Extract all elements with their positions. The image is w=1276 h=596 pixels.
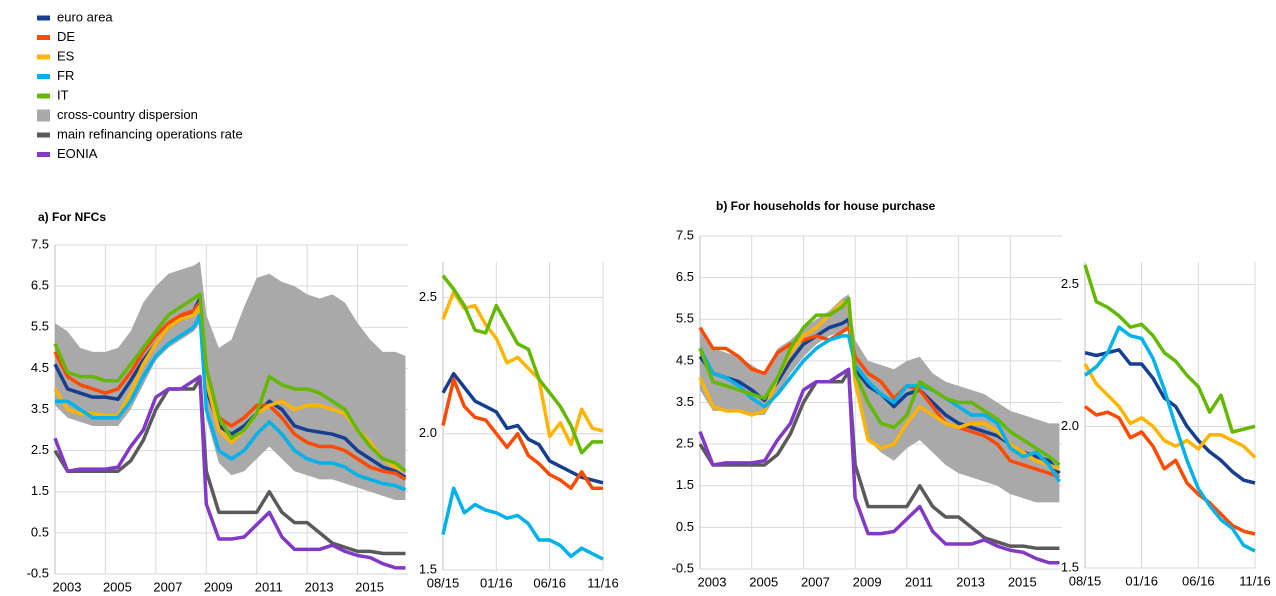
series-line	[698, 334, 1061, 483]
x-tick-label: 01/16	[480, 575, 513, 590]
y-tick-label: -0.5	[672, 560, 694, 575]
x-tick-label: 2003	[698, 574, 727, 589]
x-tick-label: 11/16	[1239, 573, 1271, 588]
y-tick-label: 0.5	[31, 524, 49, 539]
y-tick-label: 2.5	[1061, 276, 1079, 291]
y-tick-label: 3.5	[31, 401, 49, 416]
y-tick-label: 6.5	[31, 278, 49, 293]
dispersion-band	[55, 261, 406, 500]
legend-swatch	[37, 35, 50, 40]
y-tick-label: 3.5	[676, 394, 694, 409]
series-line	[698, 296, 1061, 467]
x-tick-label: 08/15	[427, 575, 460, 590]
x-tick-label: 2003	[53, 579, 82, 594]
legend-label: IT	[57, 87, 69, 102]
series-line	[55, 313, 407, 492]
y-tick-label: 2.5	[419, 289, 437, 304]
chart-title: b) For households for house purchase	[716, 199, 936, 213]
x-tick-label: 2009	[853, 574, 882, 589]
legend-swatch	[37, 152, 50, 157]
legend-swatch	[37, 132, 50, 138]
y-tick-label: 5.5	[31, 319, 49, 334]
legend-label: FR	[57, 68, 74, 83]
y-tick-label: 2.0	[419, 425, 437, 440]
series-line	[1083, 325, 1256, 553]
x-tick-label: 2011	[255, 579, 283, 594]
x-tick-label: 2005	[103, 579, 132, 594]
legend-swatch	[37, 54, 50, 60]
chart-title: a) For NFCs	[38, 210, 106, 224]
y-tick-label: 5.5	[676, 311, 694, 326]
series-line	[698, 367, 1060, 565]
series-line	[1083, 363, 1257, 459]
y-tick-label: 7.5	[676, 227, 694, 242]
x-tick-label: 11/16	[587, 575, 619, 590]
y-tick-label: 1.5	[31, 483, 49, 498]
x-tick-label: 2005	[749, 574, 778, 589]
series-line	[1083, 264, 1256, 434]
series-line	[441, 486, 604, 561]
series-line	[698, 300, 1061, 471]
x-tick-label: 2007	[801, 574, 830, 589]
y-tick-label: 2.0	[1061, 418, 1079, 433]
x-tick-label: 2015	[355, 579, 384, 594]
series-line	[53, 292, 407, 473]
x-tick-label: 2011	[905, 574, 933, 589]
y-tick-label: -0.5	[27, 565, 49, 580]
series-line	[441, 290, 604, 447]
legend-label: main refinancing operations rate	[57, 126, 243, 141]
y-tick-label: 4.5	[676, 352, 694, 367]
series-line	[1083, 405, 1256, 536]
legend-label: cross-country dispersion	[57, 107, 198, 122]
legend-label: ES	[57, 48, 75, 63]
series-line	[441, 372, 604, 485]
legend-label: EONIA	[57, 146, 98, 161]
legend-swatch	[37, 109, 50, 122]
y-tick-label: 2.5	[676, 436, 694, 451]
legend-label: DE	[57, 29, 75, 44]
y-tick-label: 4.5	[31, 360, 49, 375]
y-tick-label: 6.5	[676, 269, 694, 284]
x-tick-label: 2015	[1008, 574, 1037, 589]
legend-label: euro area	[57, 9, 113, 24]
series-line	[53, 304, 407, 473]
legend-swatch	[37, 15, 50, 21]
series-line	[441, 377, 603, 490]
x-tick-label: 2007	[153, 579, 182, 594]
series-line	[53, 300, 407, 481]
x-tick-label: 2009	[204, 579, 233, 594]
y-tick-label: 2.5	[31, 442, 49, 457]
y-tick-label: 1.5	[676, 477, 694, 492]
x-tick-label: 06/16	[1182, 573, 1215, 588]
legend-swatch	[37, 74, 50, 79]
x-tick-label: 2013	[956, 574, 985, 589]
series-line	[441, 274, 603, 455]
x-tick-label: 08/15	[1069, 573, 1102, 588]
legend-swatch	[37, 93, 50, 99]
series-line	[698, 325, 1061, 480]
x-tick-label: 06/16	[533, 575, 566, 590]
series-line	[53, 374, 406, 570]
y-tick-label: 1.5	[419, 561, 437, 576]
series-line	[698, 369, 1060, 550]
y-tick-label: 1.5	[1061, 559, 1079, 574]
series-line	[53, 376, 406, 556]
y-tick-label: 0.5	[676, 519, 694, 534]
x-tick-label: 2013	[305, 579, 334, 594]
y-tick-label: 7.5	[31, 236, 49, 251]
x-tick-label: 01/16	[1125, 573, 1158, 588]
